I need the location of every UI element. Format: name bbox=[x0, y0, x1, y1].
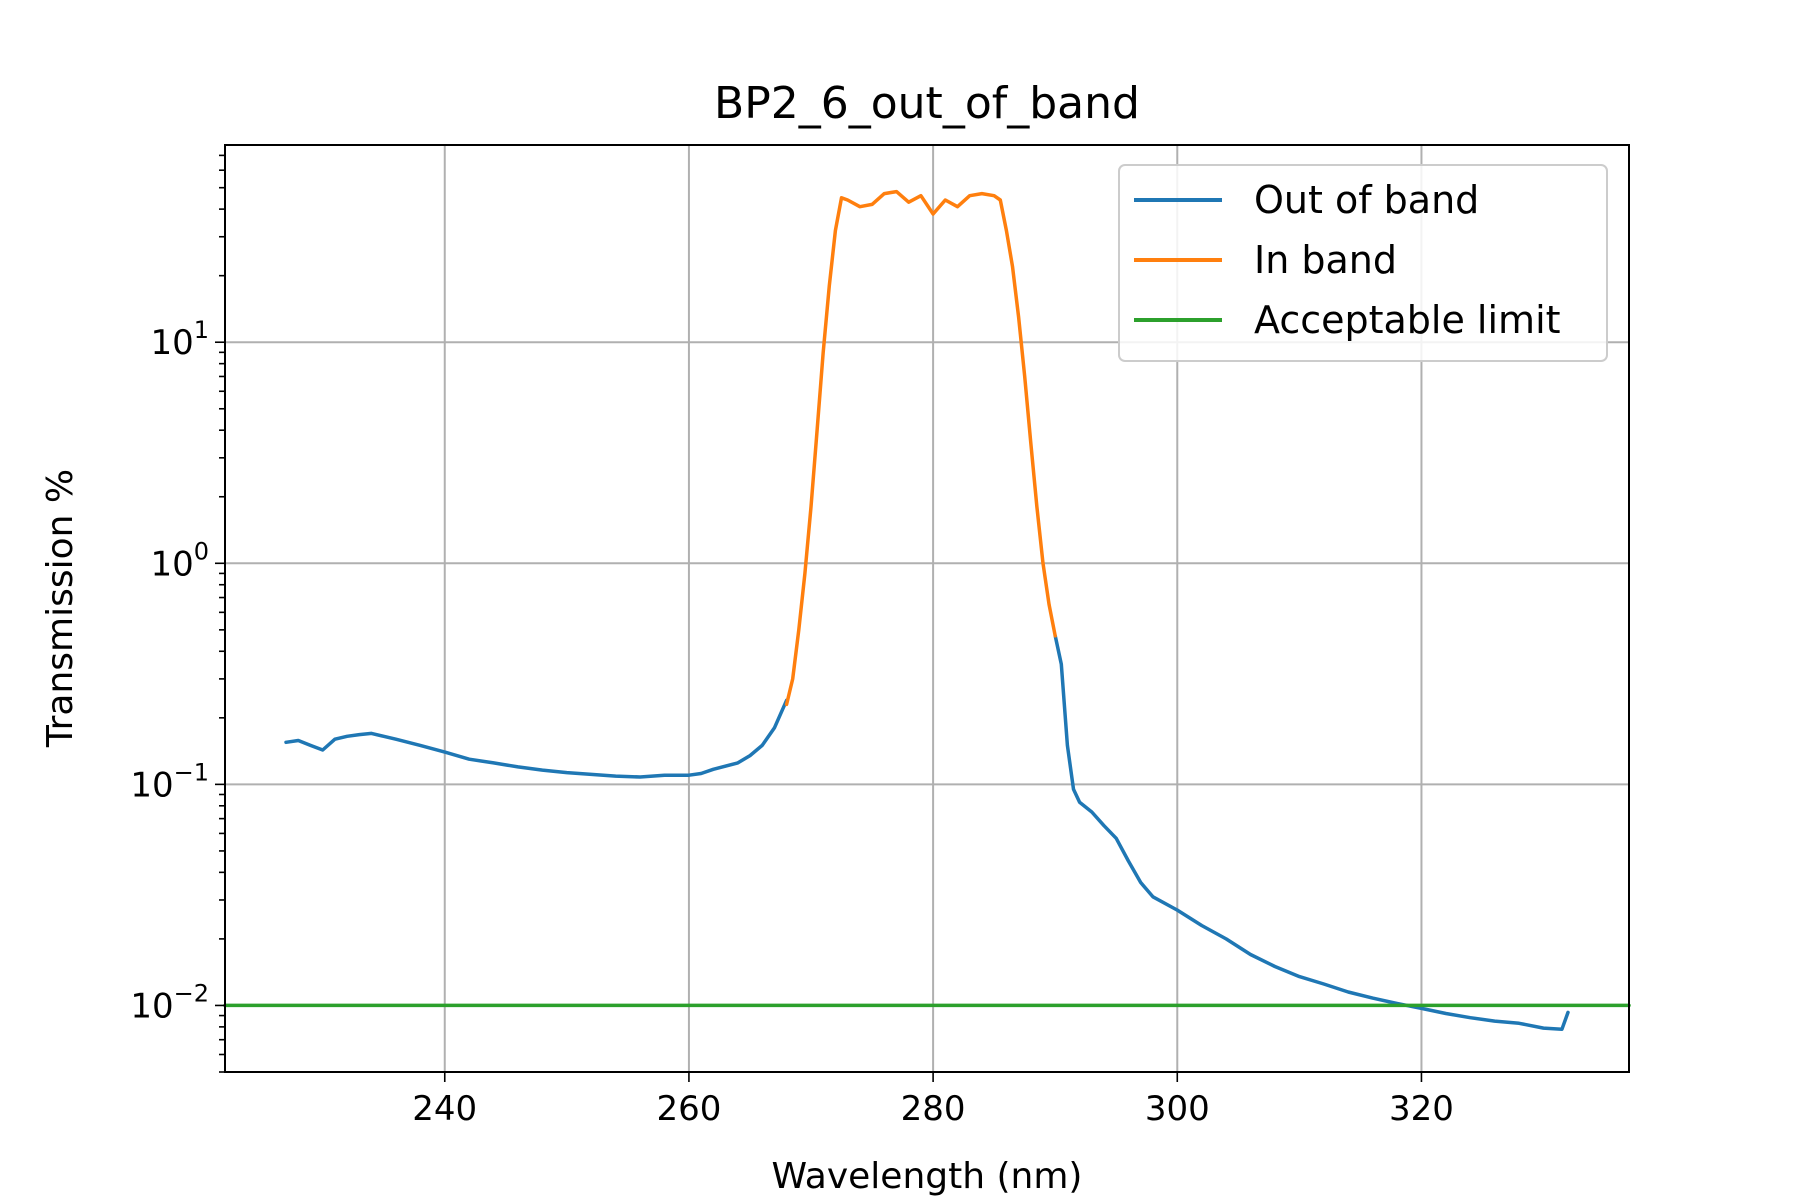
x-tick-label: 240 bbox=[412, 1089, 477, 1129]
y-tick-exponent: 1 bbox=[194, 316, 209, 344]
series-line-0-0 bbox=[284, 698, 789, 779]
plot-frame bbox=[224, 144, 1630, 1073]
y-tick-exponent: −2 bbox=[174, 979, 209, 1007]
y-tick-exponent: 0 bbox=[194, 537, 209, 565]
y-tick-label: 101 bbox=[150, 316, 209, 363]
legend-label: Out of band bbox=[1254, 178, 1479, 222]
chart-title: BP2_6_out_of_band bbox=[714, 78, 1140, 129]
legend: Out of band In band Acceptable limit bbox=[1118, 164, 1608, 362]
y-tick-base: 10 bbox=[130, 765, 173, 805]
y-tick-base: 10 bbox=[130, 986, 173, 1026]
y-axis-label: Transmission % bbox=[40, 469, 81, 748]
x-tick-label: 300 bbox=[1145, 1089, 1210, 1129]
y-tick-label: 10−2 bbox=[130, 979, 209, 1026]
legend-label: In band bbox=[1254, 238, 1397, 282]
x-axis-label: Wavelength (nm) bbox=[772, 1156, 1083, 1197]
series-layer bbox=[223, 189, 1631, 1032]
series-line-0-1 bbox=[1053, 634, 1570, 1032]
y-tick-base: 10 bbox=[150, 544, 193, 584]
x-tick-label: 280 bbox=[901, 1089, 966, 1129]
legend-box bbox=[1118, 164, 1608, 362]
x-tick-label: 260 bbox=[656, 1089, 721, 1129]
series-line-1-0 bbox=[784, 189, 1057, 707]
y-tick-label: 100 bbox=[150, 537, 209, 584]
y-tick-exponent: −1 bbox=[174, 758, 209, 786]
y-tick-base: 10 bbox=[150, 323, 193, 363]
y-tick-label: 10−1 bbox=[130, 758, 209, 805]
legend-label: Acceptable limit bbox=[1254, 298, 1561, 342]
x-tick-label: 320 bbox=[1389, 1089, 1454, 1129]
